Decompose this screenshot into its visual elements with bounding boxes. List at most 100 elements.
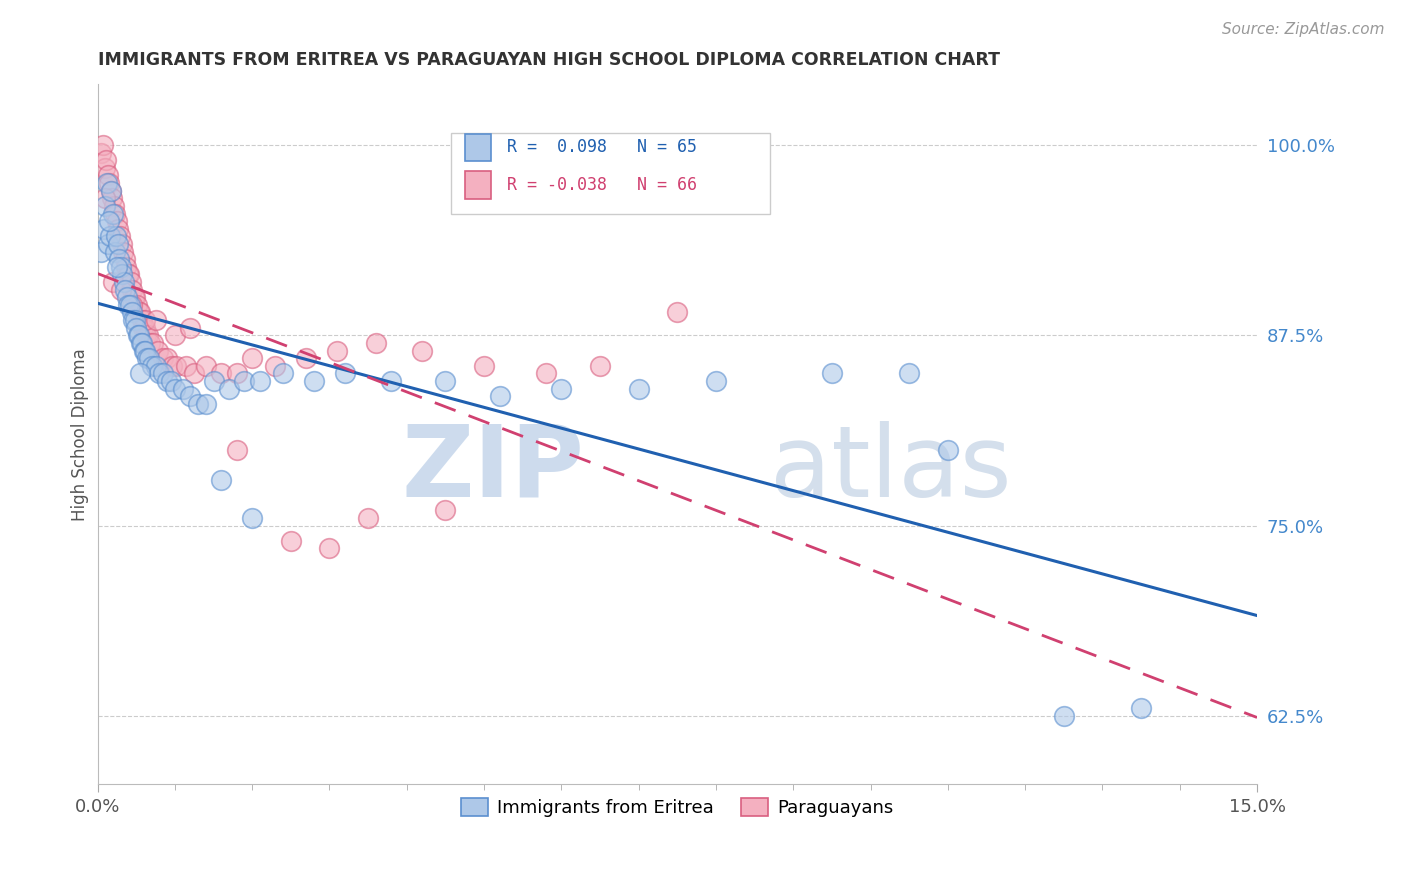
Legend: Immigrants from Eritrea, Paraguayans: Immigrants from Eritrea, Paraguayans <box>454 790 901 824</box>
Point <box>176 359 198 373</box>
Point <box>472 359 495 373</box>
Point <box>110 237 132 252</box>
Point <box>112 275 135 289</box>
Point <box>104 206 127 220</box>
Point <box>142 335 165 350</box>
Point <box>121 283 143 297</box>
Point <box>218 382 240 396</box>
Point <box>131 335 153 350</box>
Point <box>364 335 387 350</box>
Point <box>152 351 174 366</box>
Point <box>125 298 148 312</box>
Text: R =  0.098   N = 65: R = 0.098 N = 65 <box>508 138 697 156</box>
Point <box>110 283 132 297</box>
Point <box>148 367 170 381</box>
Point <box>105 229 128 244</box>
Point <box>179 389 201 403</box>
Point <box>101 275 124 289</box>
Point <box>134 313 156 327</box>
Point <box>112 244 135 259</box>
FancyBboxPatch shape <box>465 134 491 161</box>
Point <box>179 320 201 334</box>
Point <box>98 176 121 190</box>
Point <box>225 442 247 457</box>
Point <box>160 374 183 388</box>
Point <box>264 359 287 373</box>
Point <box>115 290 138 304</box>
Point <box>122 313 145 327</box>
Point <box>821 367 844 381</box>
Point <box>120 275 142 289</box>
Point <box>97 169 120 183</box>
Point <box>101 191 124 205</box>
Point <box>550 382 572 396</box>
Point <box>183 367 205 381</box>
Point <box>194 359 217 373</box>
Point <box>115 260 138 274</box>
Point <box>107 237 129 252</box>
Point <box>240 351 263 366</box>
Point <box>627 382 650 396</box>
Point <box>98 229 121 244</box>
Point <box>94 199 117 213</box>
Point <box>101 206 124 220</box>
Point <box>240 511 263 525</box>
Point <box>271 367 294 381</box>
Point <box>98 214 121 228</box>
Point <box>302 374 325 388</box>
Point <box>160 359 183 373</box>
Point <box>225 367 247 381</box>
Point <box>136 328 159 343</box>
Point <box>129 305 152 319</box>
Point <box>90 145 112 160</box>
Point <box>156 351 179 366</box>
Point <box>107 221 129 235</box>
Point <box>129 335 152 350</box>
Point <box>93 161 115 175</box>
Point <box>97 237 120 252</box>
Point <box>105 260 128 274</box>
Point <box>110 260 132 274</box>
Point <box>96 176 118 190</box>
Point <box>118 298 141 312</box>
Point <box>117 268 139 282</box>
Text: atlas: atlas <box>770 421 1012 517</box>
Point <box>125 320 148 334</box>
Point <box>318 541 340 556</box>
Point <box>209 367 232 381</box>
Point <box>118 268 141 282</box>
Point <box>94 191 117 205</box>
Point <box>103 199 125 213</box>
Point <box>145 359 167 373</box>
Point <box>136 351 159 366</box>
Text: ZIP: ZIP <box>402 421 585 517</box>
Point <box>411 343 433 358</box>
Point <box>357 511 380 525</box>
Point <box>249 374 271 388</box>
Point <box>380 374 402 388</box>
Point <box>666 305 689 319</box>
Point <box>187 397 209 411</box>
Point <box>100 184 122 198</box>
Point <box>94 153 117 168</box>
Text: R = -0.038   N = 66: R = -0.038 N = 66 <box>508 177 697 194</box>
Point <box>209 473 232 487</box>
Point <box>145 313 167 327</box>
Point <box>165 359 187 373</box>
FancyBboxPatch shape <box>451 133 770 214</box>
Point <box>108 229 131 244</box>
Point <box>105 214 128 228</box>
Point <box>132 343 155 358</box>
Point <box>194 397 217 411</box>
Text: Source: ZipAtlas.com: Source: ZipAtlas.com <box>1222 22 1385 37</box>
Point <box>434 503 457 517</box>
Point <box>434 374 457 388</box>
Point <box>156 374 179 388</box>
Point <box>134 343 156 358</box>
Point <box>100 184 122 198</box>
Point <box>146 343 169 358</box>
Point <box>114 252 136 267</box>
Point <box>534 367 557 381</box>
Point <box>111 268 134 282</box>
Point <box>202 374 225 388</box>
